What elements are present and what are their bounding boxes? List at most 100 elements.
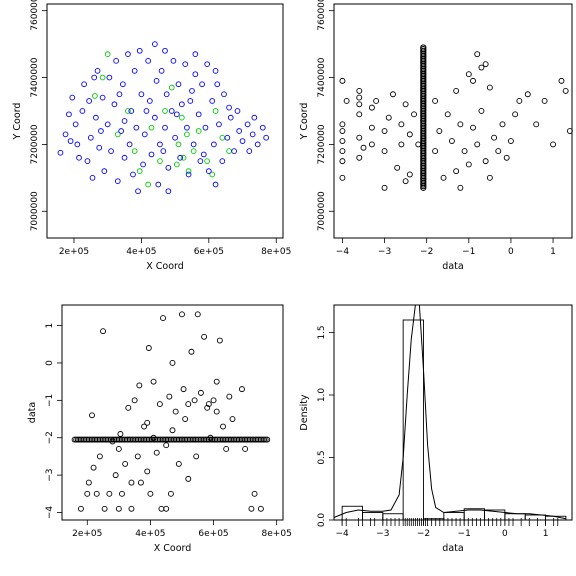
p3-point	[144, 419, 151, 426]
p1-point	[165, 164, 172, 171]
p1-xtick-label: 6e+05	[194, 247, 224, 257]
p2-xtick-label: 1	[550, 247, 556, 257]
p2-point	[360, 144, 367, 151]
p3-point	[248, 505, 255, 512]
p2-point	[402, 101, 409, 108]
p3-xtick-label: 6e+05	[198, 529, 228, 539]
p1-point	[62, 131, 69, 138]
p2-point	[402, 178, 409, 185]
p3-point	[106, 490, 113, 497]
p1-point	[249, 131, 256, 138]
p3-point	[112, 472, 119, 479]
p3-point	[117, 431, 124, 437]
p2-point	[368, 104, 375, 111]
p1-point	[251, 114, 258, 121]
p2-point	[373, 97, 380, 104]
p2-point	[432, 148, 439, 155]
p1-ytick-label: 7000000	[30, 191, 40, 231]
p3-point	[109, 438, 116, 445]
p2-point	[516, 97, 523, 104]
p1-point	[130, 171, 136, 178]
p3-point	[223, 446, 230, 452]
p1-point	[143, 108, 150, 114]
p2-point	[440, 174, 447, 181]
p3-point	[191, 397, 198, 404]
p3-point	[141, 423, 148, 430]
p3-ytick-label: −2	[45, 431, 55, 444]
p3-point	[205, 401, 212, 408]
p3-point	[128, 505, 135, 512]
p1-point	[155, 181, 162, 188]
p1-point	[173, 111, 180, 118]
p2-point	[533, 121, 540, 128]
p3-frame	[61, 304, 284, 521]
p2-point	[398, 121, 405, 128]
p2-point	[356, 87, 363, 94]
p1-point	[99, 94, 106, 101]
p1-point	[157, 158, 163, 164]
p1-point	[125, 51, 131, 57]
p3-point	[175, 460, 182, 467]
p4-hist-bar	[402, 319, 424, 521]
p1-point	[118, 128, 125, 134]
p3-point	[194, 311, 201, 318]
p3-point	[89, 412, 95, 419]
p1-point	[69, 94, 76, 101]
p2-point	[432, 97, 439, 104]
p1-point	[128, 108, 135, 114]
p1-point	[91, 74, 98, 81]
p2-y-axis-label: Y Coord	[299, 103, 310, 141]
p4-xtick-label: −2	[417, 529, 430, 539]
p1-point	[108, 148, 114, 154]
p2-point	[381, 184, 388, 191]
p3-point	[128, 479, 135, 486]
p2-point	[457, 121, 464, 128]
p4-density-line	[333, 304, 567, 520]
p1-point	[162, 108, 168, 114]
p2-point	[486, 84, 493, 91]
p2-point	[482, 61, 489, 68]
p3-point	[144, 468, 151, 475]
p1-point	[254, 141, 261, 148]
p4-xtick-label: 0	[502, 529, 508, 539]
p1-point	[224, 134, 231, 141]
p1-point	[67, 138, 74, 144]
p1-point	[236, 128, 243, 134]
p2-ytick-label: 7000000	[317, 191, 327, 231]
p1-point	[221, 91, 227, 98]
p3-point	[85, 479, 92, 486]
p1-point	[104, 51, 111, 57]
p3-point	[204, 404, 211, 411]
p3-point	[125, 404, 132, 411]
p3-point	[216, 337, 223, 344]
p3-point	[145, 345, 152, 351]
p1-point	[202, 124, 209, 131]
p1-point	[114, 178, 121, 185]
p1-point	[153, 78, 160, 84]
p3-point	[185, 475, 192, 482]
p2-point	[356, 111, 363, 118]
p1-xtick-label: 2e+05	[59, 247, 89, 257]
p2-frame	[333, 3, 573, 239]
p1-point	[93, 114, 99, 121]
p2-point	[444, 111, 451, 118]
p4-ytick-label: 0.5	[317, 450, 327, 464]
p3-point	[100, 328, 106, 335]
p2-point	[368, 141, 375, 148]
p1-point	[99, 74, 106, 81]
p4-ytick-label: 0.0	[317, 513, 327, 528]
p3-point	[242, 446, 249, 452]
p3-point	[257, 505, 264, 512]
p1-point	[66, 111, 72, 118]
p4-hist-bar	[382, 513, 404, 521]
p2-point	[457, 184, 464, 191]
p2-point	[339, 148, 346, 155]
p4-ytick-label: 1.0	[317, 388, 327, 403]
p1-point	[152, 41, 158, 47]
p2-x-axis-label: data	[442, 261, 463, 272]
p1-point	[197, 158, 204, 164]
p1-frame	[46, 3, 284, 239]
p2-point	[566, 128, 573, 134]
p1-x-axis-label: X Coord	[146, 261, 184, 272]
p1-ytick-label: 7600000	[30, 0, 40, 31]
